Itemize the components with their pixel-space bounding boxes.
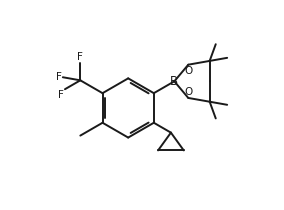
Text: F: F	[58, 90, 64, 100]
Text: O: O	[184, 87, 193, 97]
Text: O: O	[184, 66, 193, 76]
Text: F: F	[78, 52, 83, 62]
Text: F: F	[56, 72, 62, 82]
Text: B: B	[170, 75, 178, 88]
